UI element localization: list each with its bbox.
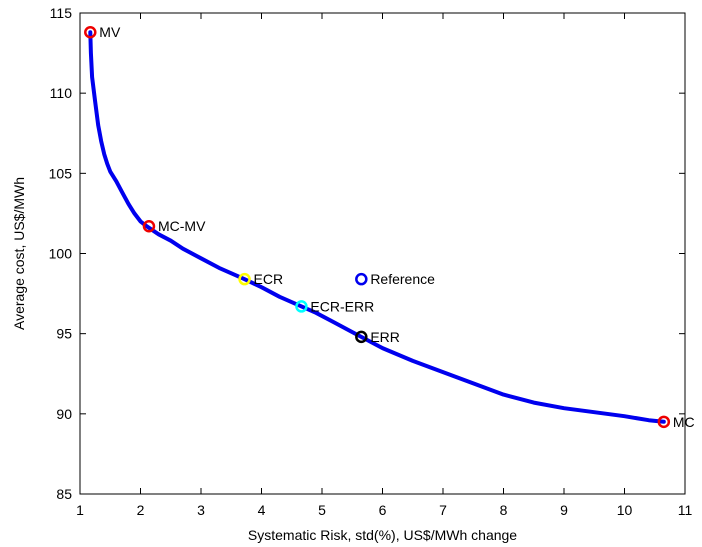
point-labels: MV MC-MV ECR Reference ECR-ERR ERR MC	[99, 24, 694, 430]
point-marker	[657, 415, 671, 429]
y-tick-label: 115	[50, 5, 73, 21]
x-tick-label: 5	[318, 502, 326, 518]
point-label: MV	[99, 24, 121, 40]
point-marker	[295, 300, 308, 313]
x-tick-label: 11	[678, 502, 693, 518]
x-tick-label: 6	[379, 502, 387, 518]
point-marker	[84, 25, 97, 39]
x-tick-label: 3	[197, 502, 205, 518]
y-tick-label: 110	[50, 85, 73, 101]
y-axis-label: Average cost, US$/MWh	[11, 177, 27, 330]
tick-labels: 1 2 3 4 5 6 7 8 9 10 11 85 90 95 100 105 110 115	[49, 5, 693, 518]
point-markers	[84, 25, 671, 429]
plot-area	[79, 12, 686, 495]
x-tick-label: 2	[137, 502, 145, 518]
y-tick-label: 105	[49, 165, 73, 181]
point-marker	[238, 272, 251, 286]
point-label: MC	[673, 414, 695, 430]
point-label: ECR	[254, 271, 284, 287]
x-tick-label: 10	[617, 502, 633, 518]
y-tick-label: 95	[56, 326, 72, 342]
series-line	[88, 30, 666, 424]
point-marker	[142, 219, 156, 233]
x-tick-label: 7	[439, 502, 447, 518]
x-tick-label: 1	[76, 502, 84, 518]
y-tick-label: 90	[56, 406, 72, 422]
y-tick-label: 85	[56, 486, 72, 502]
point-marker	[355, 272, 368, 286]
point-label: ERR	[370, 329, 400, 345]
x-tick-label: 8	[500, 502, 508, 518]
point-marker	[355, 330, 368, 344]
y-tick-label: 100	[49, 246, 73, 262]
x-axis-label: Systematic Risk, std(%), US$/MWh change	[248, 527, 517, 543]
point-label: Reference	[370, 271, 435, 287]
x-tick-label: 4	[258, 502, 266, 518]
point-label: ECR-ERR	[310, 298, 374, 314]
x-tick-label: 9	[560, 502, 568, 518]
point-label: MC-MV	[158, 218, 206, 234]
axis-ticks	[79, 12, 686, 495]
